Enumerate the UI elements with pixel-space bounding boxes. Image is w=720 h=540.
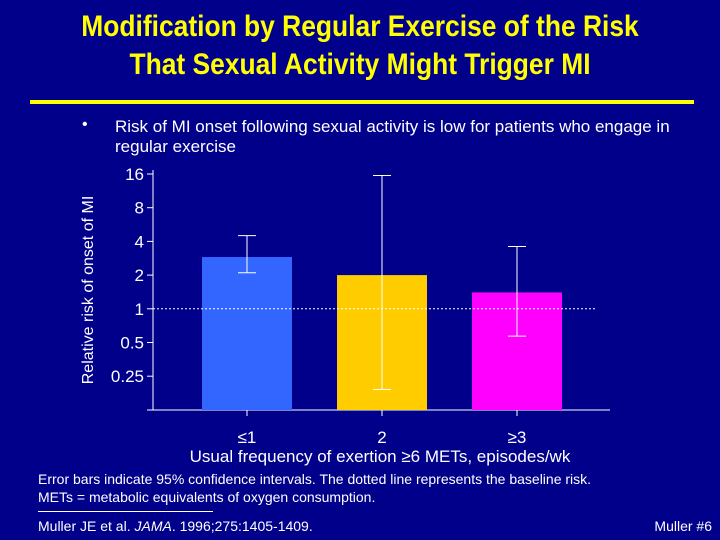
y-tick-label: 8 bbox=[135, 199, 144, 218]
footnote-divider bbox=[38, 511, 213, 512]
y-axis-label: Relative risk of onset of MI bbox=[80, 196, 97, 385]
bullet-text: Risk of MI onset following sexual activi… bbox=[115, 117, 670, 156]
footnote: Error bars indicate 95% confidence inter… bbox=[38, 470, 698, 506]
x-tick-label: ≤1 bbox=[238, 428, 257, 447]
y-tick-label: 0.5 bbox=[120, 334, 144, 353]
citation-details: . 1996;275:1405-1409. bbox=[171, 518, 313, 534]
citation-journal: JAMA bbox=[134, 518, 172, 534]
slide-number: Muller #6 bbox=[654, 518, 712, 534]
title-line-1: Modification by Regular Exercise of the … bbox=[81, 10, 639, 43]
title-underline bbox=[30, 100, 694, 104]
x-tick-label: ≥3 bbox=[508, 428, 527, 447]
y-tick-label: 2 bbox=[135, 266, 144, 285]
y-tick-label: 4 bbox=[135, 232, 144, 251]
x-tick-label: 2 bbox=[377, 428, 386, 447]
footnote-line-1: Error bars indicate 95% confidence inter… bbox=[38, 471, 592, 487]
x-axis-label: Usual frequency of exertion ≥6 METs, epi… bbox=[190, 447, 571, 466]
y-tick-label: 0.25 bbox=[111, 367, 144, 386]
slide-title: Modification by Regular Exercise of the … bbox=[43, 8, 677, 84]
title-line-2: That Sexual Activity Might Trigger MI bbox=[129, 48, 591, 81]
y-tick-label: 16 bbox=[125, 165, 144, 184]
y-tick-label: 1 bbox=[135, 300, 144, 319]
footnote-line-2: METs = metabolic equivalents of oxygen c… bbox=[38, 489, 376, 505]
bar-1 bbox=[202, 257, 292, 410]
bullet-marker: • bbox=[82, 116, 88, 133]
citation: Muller JE et al. JAMA. 1996;275:1405-140… bbox=[38, 518, 313, 534]
citation-authors: Muller JE et al. bbox=[38, 518, 135, 534]
chart-layer: 0.25 0.5 1 2 4 8 16 Relative risk of onset of M… bbox=[80, 165, 610, 466]
